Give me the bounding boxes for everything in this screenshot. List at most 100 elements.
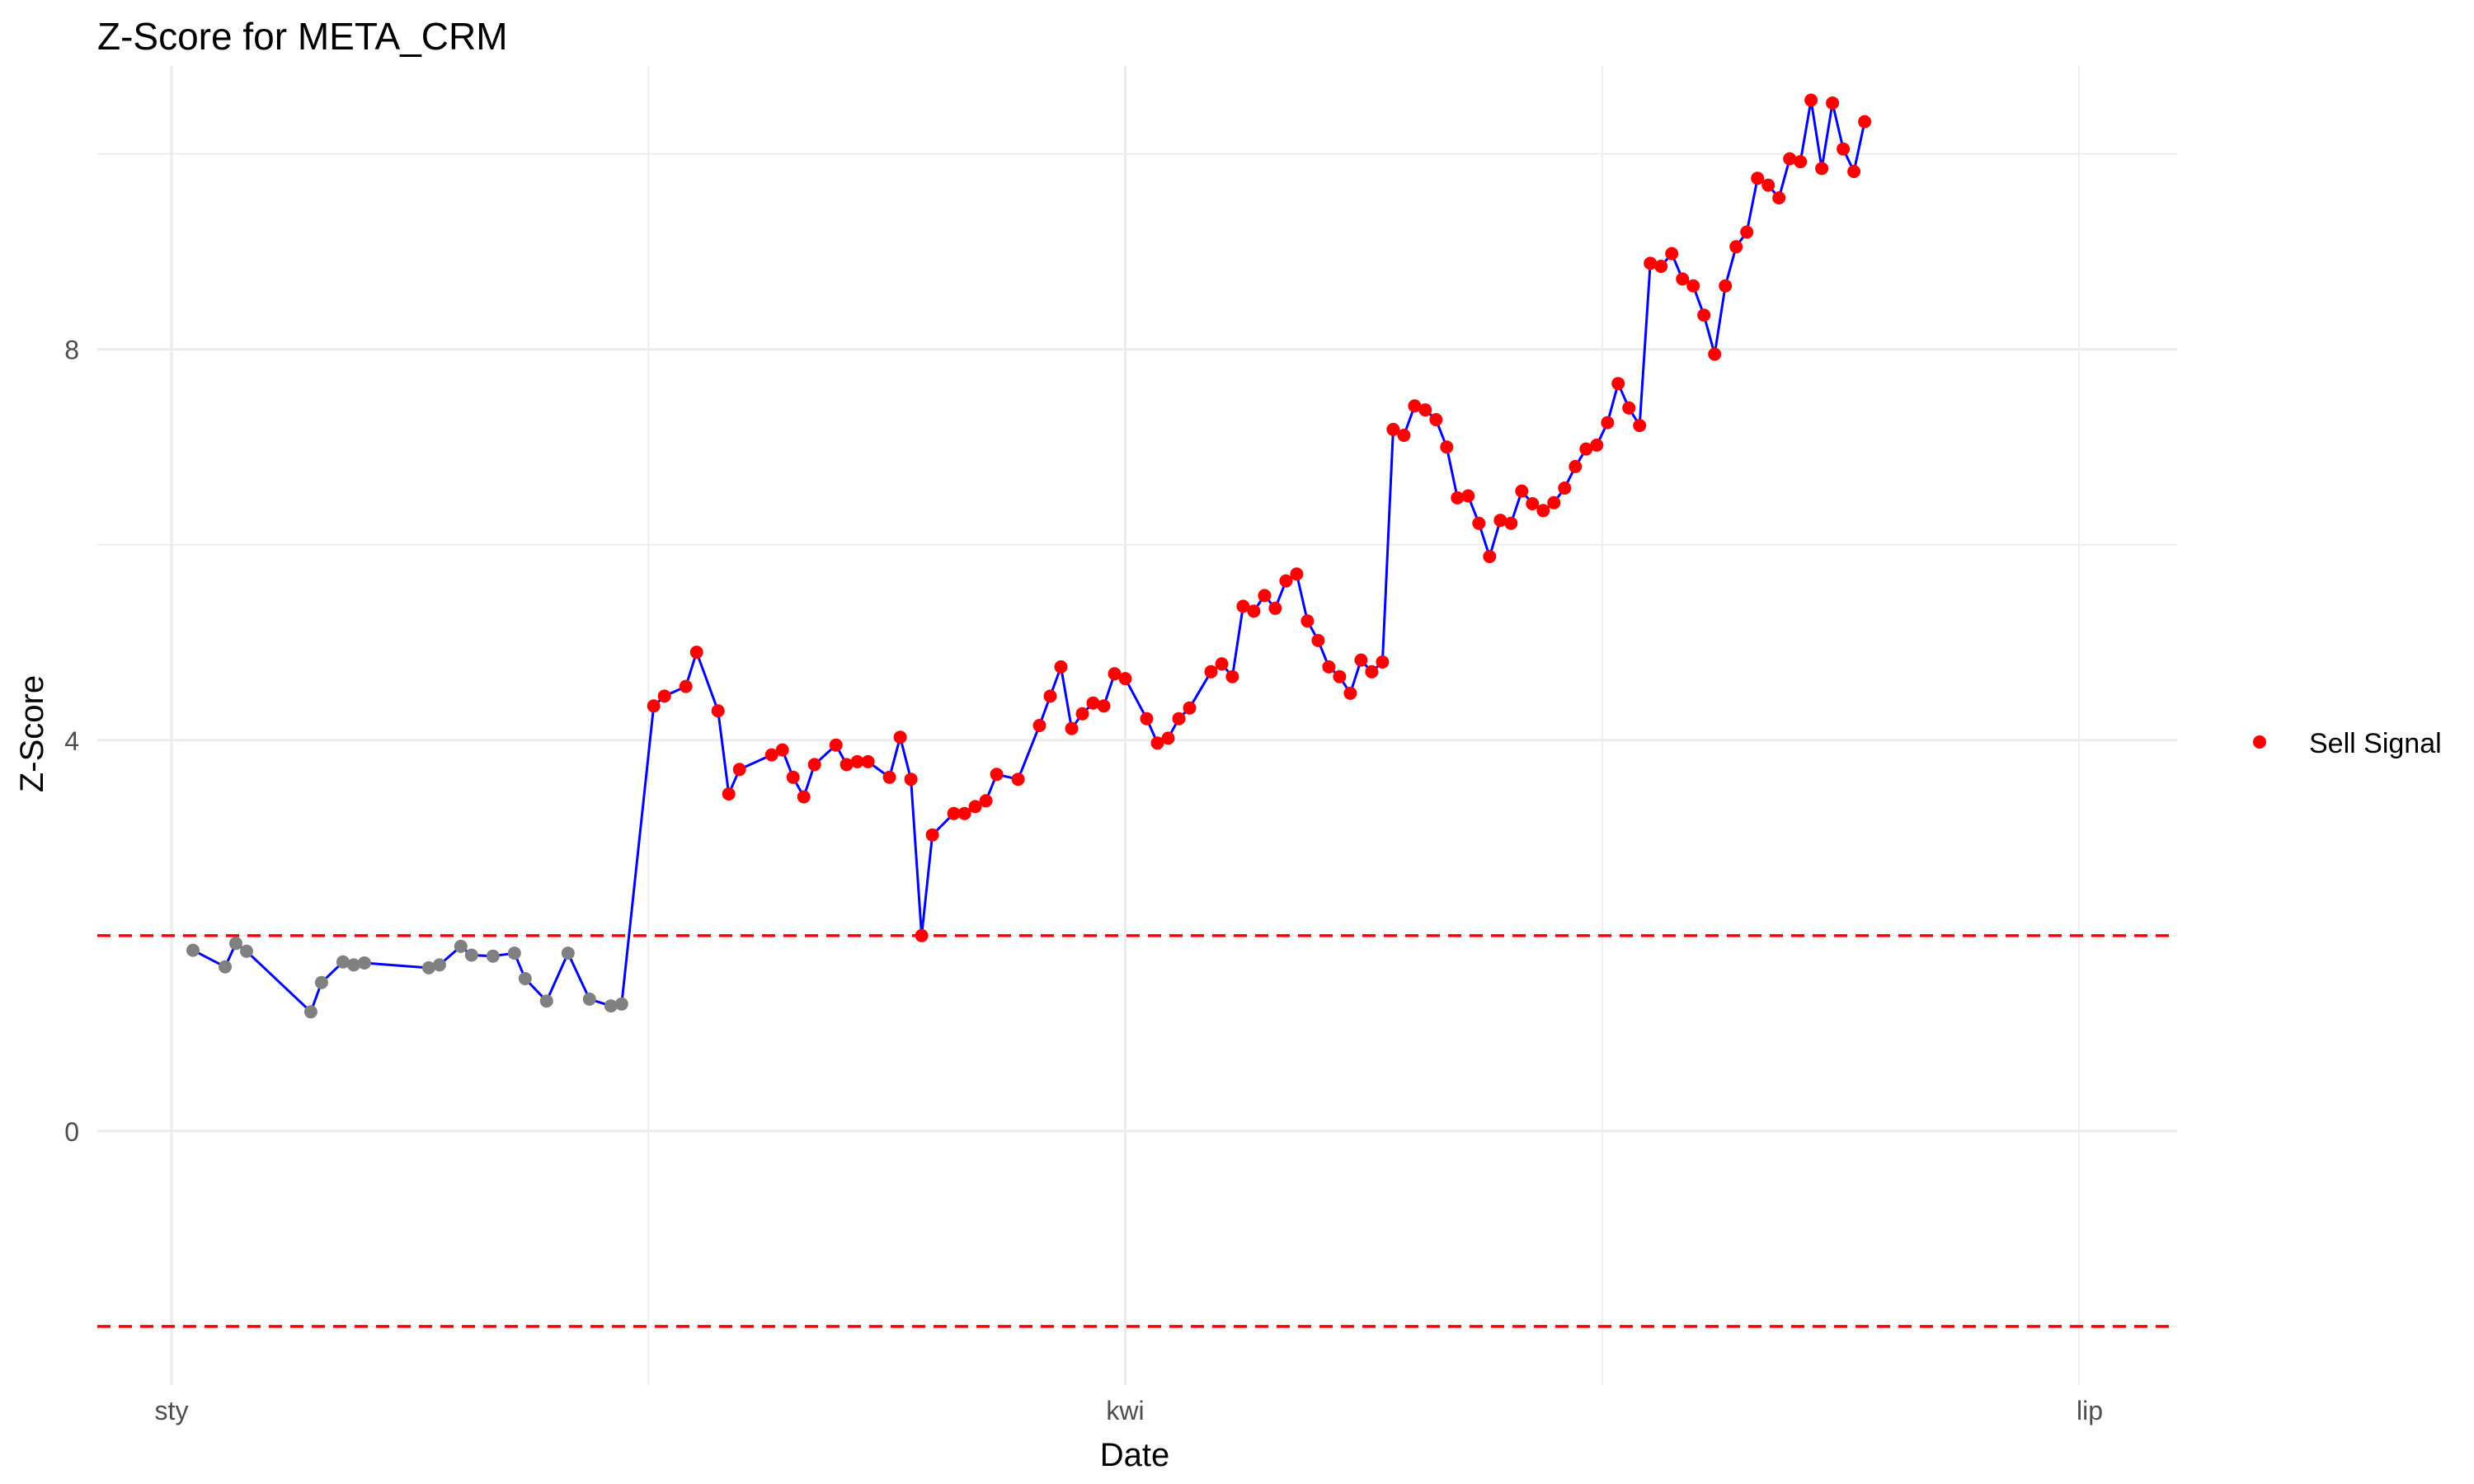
sell-signal-point [1343, 686, 1357, 700]
sell-signal-point [775, 743, 789, 757]
threshold-lines [97, 934, 2177, 1328]
sell-signal-point [1633, 419, 1647, 433]
sell-signal-point [711, 704, 725, 718]
sell-signal-point [1526, 497, 1540, 510]
sell-signal-point [1751, 171, 1765, 186]
sell-signal-point [786, 770, 800, 784]
sell-signal-point [679, 679, 693, 693]
sell-signal-point [1783, 152, 1797, 166]
sell-signal-point [1558, 481, 1572, 495]
sell-signal-point [1804, 93, 1818, 107]
sell-signal-point [904, 773, 918, 787]
sell-signal-point [1279, 574, 1293, 588]
neutral-point [336, 955, 350, 969]
sell-signal-point [1418, 403, 1432, 417]
y-tick-label: 0 [64, 1117, 79, 1147]
legend: Sell Signal [2253, 728, 2442, 759]
sell-signal-point [1837, 142, 1851, 156]
neutral-point [240, 944, 253, 958]
sell-signal-point [1225, 669, 1239, 683]
sell-signal-point [1686, 279, 1700, 293]
sell-signal-point [1397, 429, 1411, 442]
neutral-point [314, 975, 328, 989]
sell-signal-point [1590, 438, 1604, 452]
sell-signal-point [1043, 689, 1057, 703]
neutral-point [486, 949, 500, 963]
sell-signal-point [1365, 665, 1379, 679]
y-axis-label: Z-Score [14, 675, 50, 792]
sell-signal-point [1483, 550, 1497, 563]
sell-signal-point [657, 689, 671, 703]
neutral-point [303, 1005, 317, 1019]
series-line-layer [192, 99, 1866, 1013]
sell-signal-point [850, 754, 864, 768]
sell-signal-point [1708, 347, 1722, 361]
sell-signal-point [1772, 191, 1786, 204]
sell-signal-point [807, 758, 821, 772]
sell-signal-point [1654, 260, 1668, 273]
sell-signal-point [1086, 696, 1100, 710]
sell-signal-point [1011, 773, 1025, 787]
sell-signal-point [1172, 711, 1186, 726]
sell-signal-point [1826, 96, 1840, 110]
sell-signal-point [1761, 178, 1776, 192]
sell-signal-point [1054, 660, 1068, 674]
sell-signal-point [1472, 516, 1486, 530]
sell-signal-point [829, 738, 843, 752]
sell-signal-point [1247, 604, 1261, 618]
legend-key-sell-signal [2253, 735, 2266, 749]
sell-signal-point [1644, 256, 1658, 270]
sell-signal-point [1097, 699, 1111, 713]
sell-signal-point [1258, 589, 1272, 603]
sell-signal-point [1290, 567, 1304, 581]
neutral-point [561, 946, 575, 960]
sell-signal-point [1536, 504, 1550, 518]
sell-signal-point [1601, 416, 1615, 430]
sell-signal-point [1032, 719, 1047, 732]
neutral-point [357, 956, 371, 970]
sell-signal-point [1515, 484, 1529, 498]
neutral-point [539, 994, 553, 1008]
neutral-point [582, 992, 596, 1006]
neutral-point [604, 999, 618, 1013]
sell-signal-point [1183, 701, 1197, 715]
sell-signal-point [1311, 633, 1325, 647]
sell-signal-point [1322, 660, 1336, 674]
sell-signal-point [1440, 440, 1454, 454]
sell-signal-point [732, 763, 746, 777]
neutral-point [454, 939, 468, 953]
data-points [186, 93, 1872, 1019]
y-tick-label: 4 [64, 726, 79, 756]
sell-signal-point [689, 646, 703, 660]
sell-signal-point [1118, 672, 1132, 686]
neutral-point [614, 997, 628, 1011]
sell-signal-point [647, 699, 661, 713]
sell-signal-point [1108, 667, 1122, 681]
sell-signal-point [1161, 731, 1175, 745]
sell-signal-point [1569, 459, 1583, 473]
neutral-point [229, 937, 242, 951]
sell-signal-point [1204, 665, 1218, 679]
sell-signal-point [1719, 279, 1733, 293]
sell-signal-point [893, 730, 907, 744]
sell-signal-point [1215, 657, 1229, 671]
x-tick-label: sty [155, 1396, 189, 1425]
x-tick-label: lip [2077, 1396, 2103, 1425]
sell-signal-point [1815, 162, 1829, 176]
sell-signal-point [1065, 721, 1079, 735]
sell-signal-point [1376, 655, 1390, 669]
x-tick-label: kwi [1106, 1396, 1144, 1425]
neutral-point [421, 960, 435, 974]
sell-signal-point [1386, 422, 1400, 436]
sell-signal-point [1354, 653, 1368, 667]
zscore-series-line [192, 99, 1866, 1013]
sell-signal-point [764, 748, 778, 762]
sell-signal-point [968, 800, 982, 814]
sell-signal-point [1611, 377, 1625, 391]
sell-signal-point [1665, 247, 1679, 261]
sell-signal-point [1493, 514, 1507, 528]
sell-signal-point [1451, 491, 1465, 505]
sell-signal-point [1794, 155, 1808, 169]
sell-signal-point [1461, 489, 1475, 503]
